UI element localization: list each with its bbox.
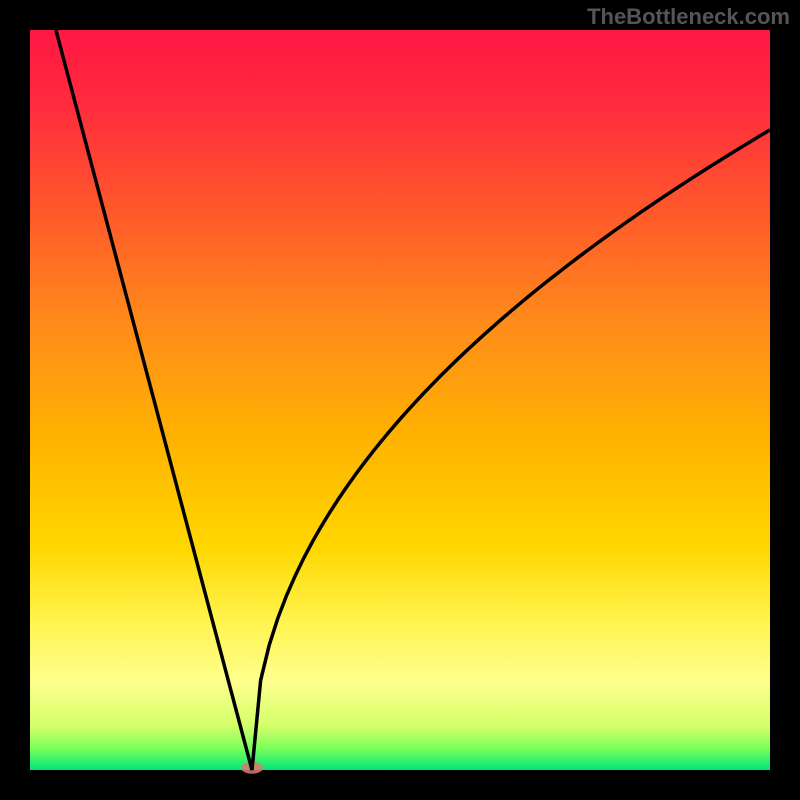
plot-background: [30, 30, 770, 770]
bottleneck-chart: [0, 0, 800, 800]
watermark-text: TheBottleneck.com: [587, 4, 790, 30]
chart-container: TheBottleneck.com: [0, 0, 800, 800]
